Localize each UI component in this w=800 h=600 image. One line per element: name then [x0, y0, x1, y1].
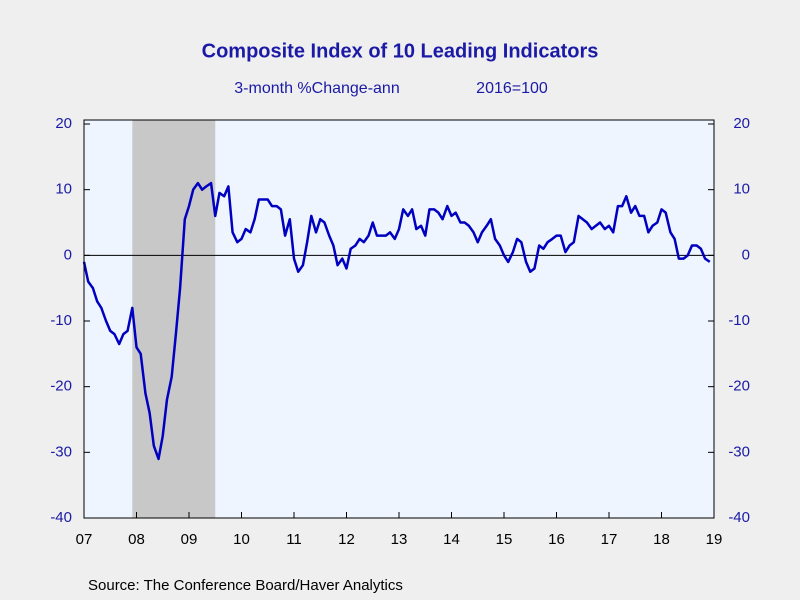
recession-shade [132, 120, 216, 518]
series-line [82, 181, 711, 461]
chart-title: Composite Index of 10 Leading Indicators [202, 40, 599, 62]
x-tick-label: 13 [391, 531, 408, 548]
x-tick-label: 18 [653, 531, 670, 548]
plot-border [83, 119, 715, 519]
x-tick-label: 10 [233, 531, 250, 548]
y-tick-label: -10 [50, 312, 72, 329]
y2-tick-label: 20 [733, 115, 750, 132]
y-tick-label: 0 [64, 246, 72, 263]
y-tick-label: -40 [50, 509, 72, 526]
y2-tick-label: 10 [733, 181, 750, 198]
y-tick-label: 10 [55, 181, 72, 198]
y-tick-label: 20 [55, 115, 72, 132]
x-tick-label: 12 [338, 531, 355, 548]
x-tick-label: 16 [548, 531, 565, 548]
x-tick-label: 17 [601, 531, 618, 548]
source: Source: The Conference Board/Haver Analy… [88, 577, 403, 594]
y2-tick-label: -20 [728, 378, 750, 395]
y2-tick-label: -30 [728, 443, 750, 460]
x-tick-label: 09 [181, 531, 198, 548]
y-tick-label: -20 [50, 378, 72, 395]
x-tick-label: 15 [496, 531, 513, 548]
x-tick-label: 14 [443, 531, 460, 548]
y2-tick-label: -10 [728, 312, 750, 329]
x-tick-label: 11 [286, 531, 302, 548]
y2-tick-label: -40 [728, 509, 750, 526]
y2-tick-label: 0 [742, 246, 750, 263]
x-tick-label: 07 [76, 531, 93, 548]
x-tick-label: 19 [706, 531, 723, 548]
subtitle: 2016=100 [476, 80, 548, 97]
subtitle: 3-month %Change-ann [234, 80, 399, 97]
y-tick-label: -30 [50, 443, 72, 460]
x-tick-label: 08 [128, 531, 145, 548]
